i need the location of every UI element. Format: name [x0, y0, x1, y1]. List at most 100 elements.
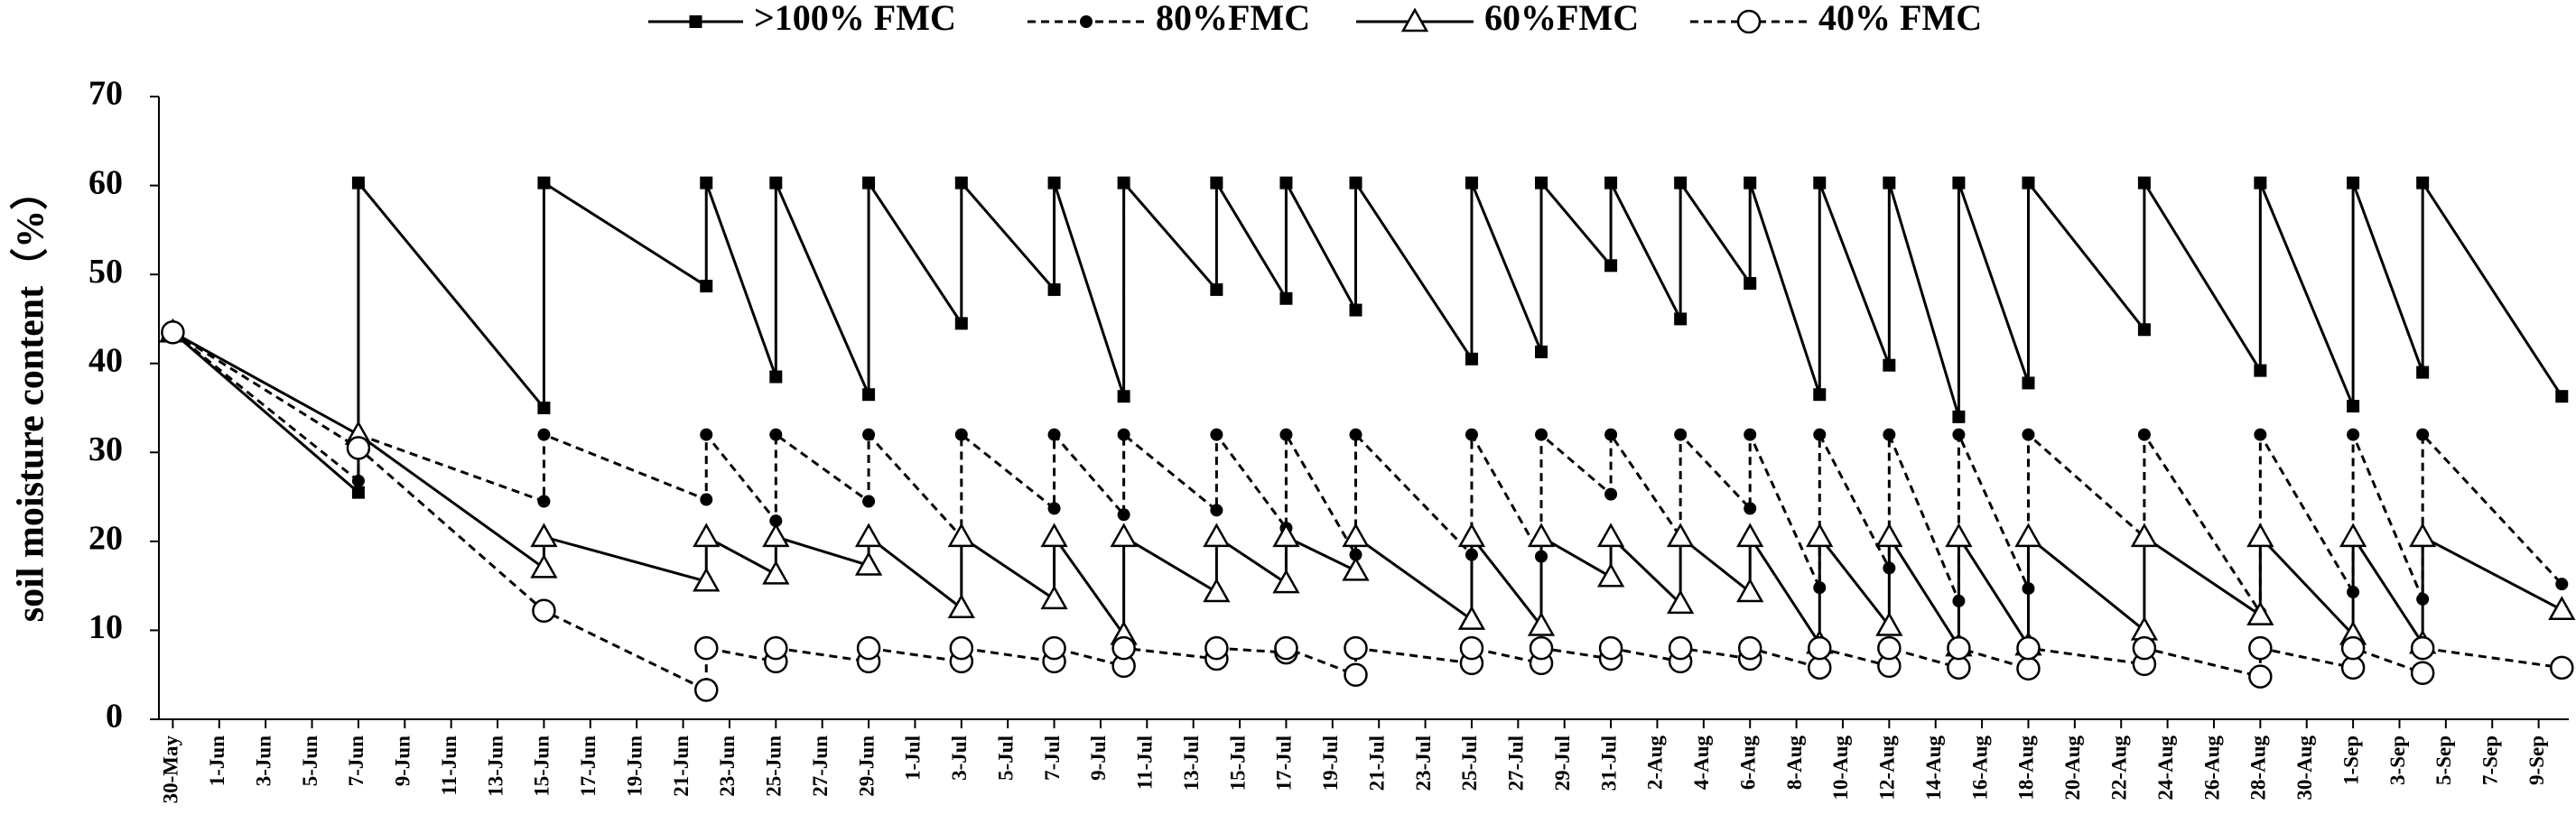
x-tick-label: 15-Jun	[531, 736, 553, 797]
x-tick-label: 6-Aug	[1736, 736, 1759, 791]
data-point	[2416, 176, 2430, 190]
data-point	[1349, 176, 1362, 190]
data-point	[693, 678, 719, 702]
data-point	[2132, 635, 2157, 661]
series-line	[172, 331, 2563, 617]
data-point	[954, 428, 968, 441]
data-point	[1117, 428, 1130, 441]
data-point	[1952, 410, 1966, 423]
data-point	[537, 428, 551, 441]
data-point	[949, 635, 974, 661]
data-point	[1344, 635, 1368, 661]
data-point	[1047, 502, 1061, 515]
data-point	[1529, 635, 1554, 661]
data-point	[862, 388, 876, 402]
data-point	[1203, 523, 1231, 548]
x-tick-label: 27-Jul	[1505, 736, 1528, 791]
data-point	[1210, 176, 1223, 190]
x-tick-label: 5-Jul	[994, 736, 1017, 781]
x-tick-label: 7-Sep	[2479, 736, 2502, 785]
y-tick-label: 60	[88, 163, 123, 201]
data-point	[1457, 606, 1486, 630]
data-point	[2246, 601, 2274, 625]
data-point	[2016, 635, 2041, 661]
x-tick-label: 1-Jun	[206, 736, 228, 786]
data-point	[1047, 428, 1061, 441]
data-point	[2130, 523, 2159, 548]
data-point	[2248, 664, 2273, 689]
data-point	[1668, 635, 1693, 661]
data-point	[1457, 523, 1486, 548]
data-point	[1535, 176, 1548, 190]
data-point	[1883, 358, 1896, 372]
data-point	[1736, 578, 1764, 603]
data-point	[700, 279, 713, 292]
legend-marker	[689, 15, 702, 28]
x-tick-label: 21-Jun	[670, 736, 693, 797]
data-point	[2339, 523, 2367, 548]
data-point	[2022, 376, 2035, 390]
data-point	[1040, 523, 1068, 548]
data-point	[1667, 589, 1695, 615]
x-tick-label: 24-Aug	[2154, 736, 2177, 801]
data-point	[2347, 400, 2360, 413]
x-tick-label: 18-Aug	[2015, 736, 2038, 801]
data-point	[1598, 635, 1623, 661]
data-point	[1272, 523, 1300, 548]
x-tick-label: 15-Jul	[1226, 736, 1249, 791]
x-tick-label: 1-Jul	[902, 736, 925, 781]
x-tick-label: 19-Jun	[623, 736, 646, 797]
data-point	[693, 635, 719, 661]
data-point	[2410, 661, 2435, 685]
x-tick-label: 11-Jul	[1134, 736, 1157, 790]
data-point	[1047, 282, 1061, 296]
data-point	[1744, 277, 1757, 290]
data-point	[1813, 388, 1827, 402]
y-tick-label: 70	[88, 75, 123, 113]
x-tick-label: 31-Jul	[1597, 736, 1620, 791]
data-point	[351, 474, 365, 487]
data-point	[2137, 323, 2151, 337]
data-point	[1117, 390, 1130, 403]
y-tick-label: 50	[88, 253, 123, 291]
data-point	[1883, 428, 1896, 441]
x-tick-label: 17-Jul	[1273, 736, 1296, 791]
x-tick-label: 16-Aug	[1968, 736, 1991, 801]
data-point	[2340, 635, 2366, 661]
data-point	[954, 317, 968, 330]
data-point	[1674, 312, 1688, 326]
data-point	[1737, 635, 1762, 661]
x-tick-label: 14-Aug	[1922, 736, 1945, 801]
data-point	[693, 523, 721, 548]
data-point	[161, 319, 185, 345]
data-point	[854, 551, 883, 576]
data-point	[2340, 655, 2366, 680]
data-point	[1806, 523, 1834, 548]
x-tick-label: 25-Jun	[763, 736, 786, 797]
data-point	[537, 495, 551, 508]
data-point	[700, 176, 713, 190]
data-point	[1604, 259, 1618, 273]
data-point	[2248, 635, 2273, 661]
data-point	[1210, 428, 1223, 441]
data-point	[1736, 523, 1764, 548]
data-point	[1945, 523, 1973, 548]
data-point	[2137, 428, 2151, 441]
legend-label: 60%FMC	[1484, 0, 1639, 38]
x-tick-label: 4-Aug	[1690, 736, 1713, 791]
y-tick-label: 30	[88, 430, 123, 468]
data-point	[1808, 635, 1832, 661]
data-point	[1674, 428, 1688, 441]
x-tick-label: 8-Aug	[1783, 736, 1806, 791]
data-point	[1465, 548, 1478, 561]
data-point	[2548, 596, 2576, 621]
data-point	[854, 523, 883, 548]
x-tick-label: 3-Jul	[948, 736, 971, 781]
data-point	[769, 176, 783, 190]
data-point	[1813, 176, 1827, 190]
x-tick-label: 30-Aug	[2293, 736, 2316, 801]
data-point	[1110, 523, 1138, 548]
data-point	[1527, 611, 1556, 636]
data-point	[2254, 176, 2267, 190]
data-point	[1349, 548, 1362, 561]
